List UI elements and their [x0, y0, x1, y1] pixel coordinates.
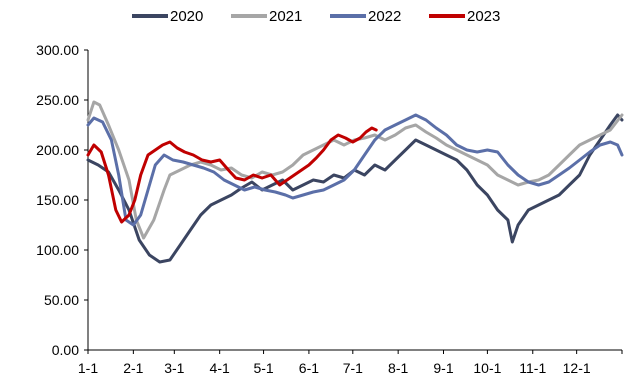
- x-tick-label: 1-1: [78, 360, 98, 376]
- x-tick-label: 10-1: [473, 360, 501, 376]
- y-tick-label: 200.00: [36, 142, 79, 158]
- x-tick-label: 11-1: [519, 360, 546, 376]
- x-axis: 1-1 2-1 3-1 4-1 5-1 6-1 7-1 8-1 9-1 10-1 11-1 12-1: [78, 349, 623, 376]
- legend-label: 2022: [368, 8, 401, 25]
- x-tick-label: 12-1: [563, 360, 591, 376]
- y-tick-label: 0.00: [52, 342, 79, 358]
- legend-label: 2021: [269, 8, 302, 25]
- plot-series: [86, 100, 624, 264]
- y-tick-label: 150.00: [36, 192, 79, 208]
- series-line-2022: [86, 113, 624, 227]
- y-tick-label: 250.00: [36, 92, 79, 108]
- x-tick-label: 9-1: [433, 360, 453, 376]
- y-tick-label: 100.00: [36, 242, 79, 258]
- x-tick-label: 5-1: [253, 360, 273, 376]
- legend-label: 2020: [170, 8, 203, 25]
- x-tick-label: 3-1: [164, 360, 184, 376]
- x-tick-label: 4-1: [210, 360, 230, 376]
- y-tick-label: 300.00: [36, 42, 79, 58]
- y-axis: 0.00 50.00 100.00 150.00 200.00 250.00 300.00: [36, 42, 89, 358]
- y-tick-label: 50.00: [44, 292, 79, 308]
- x-tick-label: 6-1: [299, 360, 319, 376]
- series-line-2020: [86, 113, 624, 264]
- legend-label: 2023: [467, 8, 500, 25]
- x-tick-label: 8-1: [388, 360, 408, 376]
- x-tick-label: 2-1: [123, 360, 143, 376]
- legend: 2020 2021 2022 2023: [132, 8, 500, 25]
- x-tick-label: 7-1: [343, 360, 363, 376]
- series-line-2023: [86, 126, 378, 224]
